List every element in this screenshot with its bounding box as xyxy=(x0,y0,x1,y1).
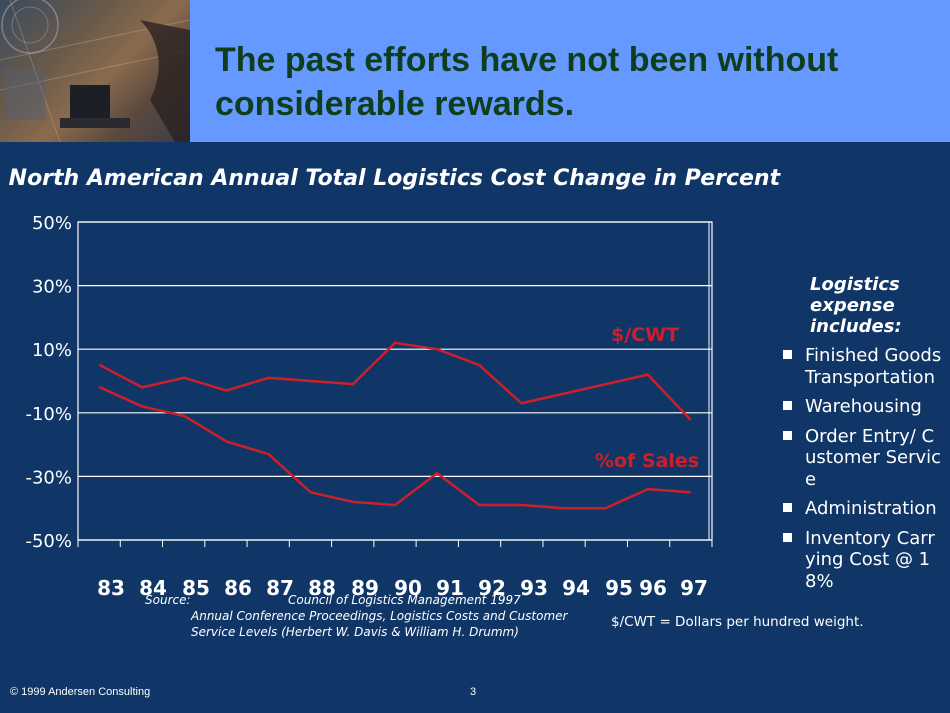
header-photo-illustration xyxy=(0,0,190,142)
square-bullet-icon xyxy=(783,430,792,440)
data-point xyxy=(478,503,481,507)
x-tick-label: 83 xyxy=(97,576,125,600)
y-tick-label: -10% xyxy=(25,404,72,425)
data-point xyxy=(562,392,565,395)
x-tick-label: 96 xyxy=(639,576,667,600)
legend-item: Inventory Carrying Cost @ 18% xyxy=(780,528,945,593)
data-point xyxy=(351,382,355,386)
series-label-sales: %of Sales xyxy=(595,450,699,472)
x-tick-label: 97 xyxy=(680,576,708,600)
data-point xyxy=(604,382,607,386)
y-tick-label: -30% xyxy=(25,467,72,488)
copyright: © 1999 Andersen Consulting xyxy=(10,686,151,698)
line-chart: 50% 30% 10% -10% -30% -50% 83 84 85 86 87 88 89 90 91 9… xyxy=(25,213,713,600)
data-point xyxy=(267,376,270,380)
x-tick-label: 87 xyxy=(266,576,294,600)
data-point xyxy=(183,376,186,380)
legend-item-label: Order Entry/ Customer Service xyxy=(805,425,942,490)
data-point xyxy=(98,386,102,389)
x-tick-label: 86 xyxy=(224,576,252,600)
data-point xyxy=(688,417,692,421)
legend-item-label: Inventory Carrying Cost @ 18% xyxy=(805,527,935,592)
legend-list: Finished Goods Transportation Warehousin… xyxy=(780,345,945,592)
data-point xyxy=(140,386,144,389)
source-label: Source: xyxy=(145,593,191,607)
y-tick-label: 50% xyxy=(32,213,72,234)
data-point xyxy=(140,405,144,408)
page-title: The past efforts have not been without c… xyxy=(215,41,839,123)
x-tick-label: 92 xyxy=(478,576,506,600)
data-point xyxy=(646,373,650,376)
x-tick-label: 84 xyxy=(139,576,167,600)
data-point xyxy=(478,363,481,367)
x-tick-label: 90 xyxy=(394,576,422,600)
y-tick-label: 10% xyxy=(32,340,72,361)
data-point xyxy=(688,491,692,494)
x-tick-label: 95 xyxy=(605,576,633,600)
square-bullet-icon xyxy=(783,532,792,542)
data-point xyxy=(520,503,523,507)
source-citation: Source: Council of Logistics Management 1… xyxy=(145,592,575,640)
legend-title: Logistics expense includes: xyxy=(810,274,902,337)
x-tick-label: 91 xyxy=(436,576,464,600)
series-line-sales xyxy=(99,386,691,510)
x-tick-label: 94 xyxy=(562,576,590,600)
data-point xyxy=(183,414,186,418)
data-point xyxy=(604,507,607,510)
data-point xyxy=(393,503,397,507)
series-line-cwt xyxy=(99,341,691,421)
data-point xyxy=(225,440,228,443)
x-tick-label: 89 xyxy=(351,576,379,600)
legend-panel: Logistics expense includes: Finished Goo… xyxy=(780,274,945,600)
data-point xyxy=(309,491,312,494)
data-point xyxy=(309,379,312,383)
data-point xyxy=(646,487,650,491)
header-bar: The past efforts have not been without c… xyxy=(0,0,950,142)
data-point xyxy=(562,507,565,510)
data-point xyxy=(520,402,523,405)
x-tick-label: 93 xyxy=(520,576,548,600)
x-tick-label: 85 xyxy=(182,576,210,600)
square-bullet-icon xyxy=(783,503,792,512)
legend-item: Administration xyxy=(780,498,945,520)
data-point xyxy=(225,389,228,392)
series-label-cwt: $/CWT xyxy=(611,324,679,346)
header-photo xyxy=(0,0,190,142)
square-bullet-icon xyxy=(783,401,792,410)
data-point xyxy=(393,341,397,345)
legend-item: Warehousing xyxy=(780,396,945,418)
square-bullet-icon xyxy=(783,350,792,359)
data-point xyxy=(351,500,355,504)
legend-item: Finished Goods Transportation xyxy=(780,345,945,388)
unit-note: $/CWT = Dollars per hundred weight. xyxy=(611,614,864,630)
data-point xyxy=(98,363,102,367)
source-text-line1: Council of Logistics Management 1997 xyxy=(288,593,521,607)
data-point xyxy=(435,472,439,475)
legend-item-label: Warehousing xyxy=(805,396,922,417)
y-tick-label: 30% xyxy=(32,277,72,298)
chart-title: – North American Annual Total Logistics … xyxy=(0,166,781,191)
y-tick-label: -50% xyxy=(25,531,72,552)
legend-item-label: Finished Goods Transportation xyxy=(805,345,942,388)
legend-item: Order Entry/ Customer Service xyxy=(780,426,945,491)
data-point xyxy=(267,452,270,456)
page-number: 3 xyxy=(470,686,477,698)
x-tick-label: 88 xyxy=(308,576,336,600)
source-text-body: Annual Conference Proceedings, Logistics… xyxy=(191,609,568,639)
legend-item-label: Administration xyxy=(805,498,937,519)
data-point xyxy=(435,348,439,351)
